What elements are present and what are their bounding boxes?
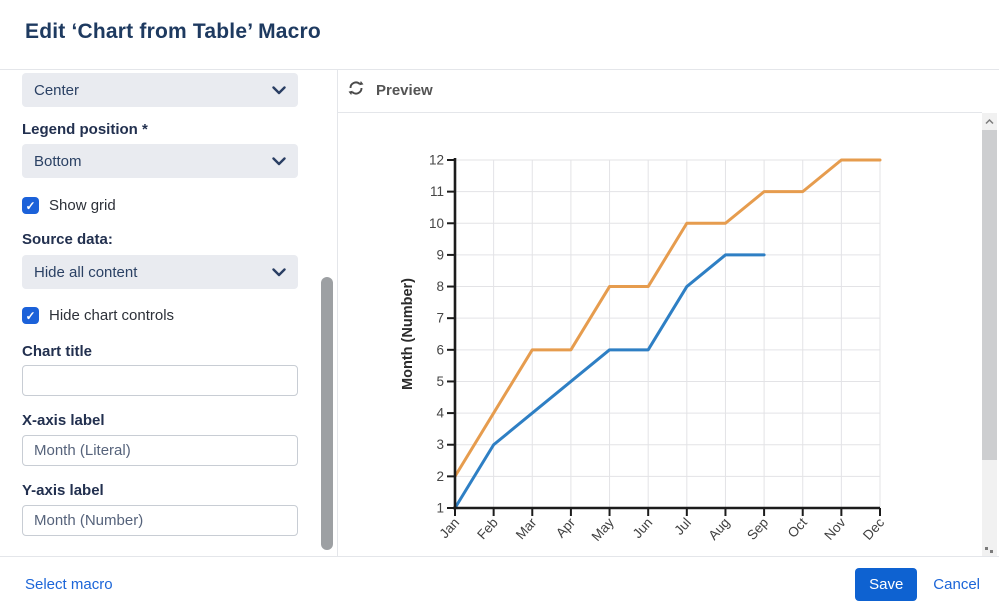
preview-panel: Preview 1 2 3 4 5 6 7 8 9 10 11 12 Jan Feb Mar Apr May Ju… <box>338 70 999 556</box>
svg-text:Jul: Jul <box>671 515 694 538</box>
hide-chart-controls-label: Hide chart controls <box>49 307 175 324</box>
chevron-down-icon <box>272 264 286 281</box>
svg-text:6: 6 <box>436 342 444 357</box>
svg-text:Jun: Jun <box>630 515 656 541</box>
select-macro-link[interactable]: Select macro <box>25 575 113 593</box>
show-grid-label: Show grid <box>49 197 116 214</box>
svg-text:Month (Number): Month (Number) <box>400 278 416 390</box>
chevron-down-icon <box>272 153 286 170</box>
svg-text:Apr: Apr <box>553 515 579 541</box>
chart-title-input[interactable] <box>22 365 298 396</box>
svg-text:Aug: Aug <box>705 515 732 543</box>
alignment-select[interactable]: Center <box>22 73 298 107</box>
y-axis-label: Y-axis label <box>22 482 104 499</box>
preview-scrollbar[interactable] <box>982 113 997 556</box>
footer-divider <box>0 556 999 557</box>
show-grid-checkbox-row[interactable]: ✓ Show grid <box>22 197 116 214</box>
scroll-up-button[interactable] <box>982 113 997 129</box>
preview-divider <box>338 112 982 113</box>
sidebar-scrollbar[interactable] <box>321 277 333 550</box>
hide-chart-controls-checkbox-row[interactable]: ✓ Hide chart controls <box>22 307 174 324</box>
svg-text:Jan: Jan <box>437 515 463 541</box>
source-data-label: Source data: <box>22 231 113 248</box>
svg-text:May: May <box>589 515 617 544</box>
footer: Select macro Save Cancel <box>0 557 999 611</box>
svg-text:11: 11 <box>430 184 444 199</box>
resize-grip-dot <box>985 547 988 550</box>
svg-text:3: 3 <box>436 437 444 452</box>
svg-text:5: 5 <box>436 374 444 389</box>
svg-text:1: 1 <box>436 501 444 516</box>
show-grid-checkbox[interactable]: ✓ <box>22 197 39 214</box>
svg-text:12: 12 <box>429 153 444 168</box>
save-button[interactable]: Save <box>855 567 918 601</box>
chevron-down-icon <box>272 82 286 99</box>
svg-text:7: 7 <box>436 311 444 326</box>
panel-divider <box>337 70 338 556</box>
page-title: Edit ‘Chart from Table’ Macro <box>25 20 321 43</box>
x-axis-input[interactable] <box>22 435 298 466</box>
svg-text:8: 8 <box>436 279 444 294</box>
svg-text:10: 10 <box>429 216 444 231</box>
hide-chart-controls-checkbox[interactable]: ✓ <box>22 307 39 324</box>
preview-header: Preview <box>347 79 433 102</box>
alignment-select-value: Center <box>34 81 80 99</box>
svg-text:9: 9 <box>436 247 444 262</box>
resize-grip-dot <box>990 550 993 553</box>
check-icon: ✓ <box>25 198 36 213</box>
legend-position-select[interactable]: Bottom <box>22 144 298 178</box>
preview-title: Preview <box>376 82 433 99</box>
source-data-select-value: Hide all content <box>34 263 138 281</box>
legend-position-select-value: Bottom <box>34 152 82 170</box>
svg-text:Oct: Oct <box>785 515 810 541</box>
svg-text:Sep: Sep <box>744 515 771 543</box>
source-data-select[interactable]: Hide all content <box>22 255 298 289</box>
preview-scrollbar-thumb[interactable] <box>982 130 997 460</box>
svg-text:4: 4 <box>436 406 444 421</box>
svg-text:Dec: Dec <box>860 515 887 543</box>
check-icon: ✓ <box>25 308 36 323</box>
scroll-up-icon <box>985 112 994 130</box>
cancel-link[interactable]: Cancel <box>933 575 980 593</box>
legend-position-label: Legend position * <box>22 121 148 138</box>
chart-title-label: Chart title <box>22 343 93 360</box>
svg-text:Feb: Feb <box>474 515 501 542</box>
x-axis-label: X-axis label <box>22 412 105 429</box>
macro-settings-panel: Center Legend position * Bottom ✓ Show g… <box>0 70 337 556</box>
header-divider <box>0 69 999 70</box>
svg-text:2: 2 <box>436 469 444 484</box>
svg-text:Nov: Nov <box>821 515 848 543</box>
y-axis-input[interactable] <box>22 505 298 536</box>
refresh-icon[interactable] <box>347 79 365 102</box>
svg-text:Mar: Mar <box>513 515 540 543</box>
